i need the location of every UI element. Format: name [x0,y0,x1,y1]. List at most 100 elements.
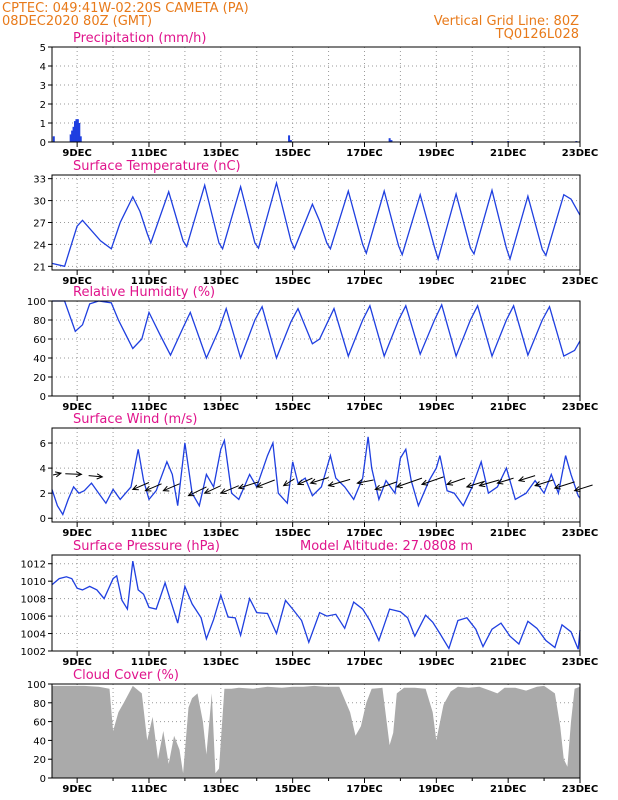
rh-ytick-label: 0 [40,392,46,403]
temp-xtick-label: 13DEC [203,276,239,287]
rh-frame [51,300,581,397]
temp-ytick-label: 21 [33,262,46,273]
wind-arrow [256,479,275,488]
temp-grid [52,175,580,270]
precip-bar [71,130,74,142]
wind-arrow-head [131,484,139,491]
rh-xtick-label: 21DEC [490,402,526,413]
wind-arrow-head [75,471,83,478]
wind-xtick-label: 17DEC [346,528,382,539]
pres-ytick-label: 1012 [21,560,46,571]
wind-arrows [52,471,593,497]
precip-frame [51,46,581,143]
wind-arrow-head [517,476,525,483]
wind-arrow [497,477,514,484]
precip-ytick-label: 2 [40,100,46,111]
wind-arrow [238,481,259,489]
pres-xtick-label: 13DEC [203,657,239,668]
cloud-ytick-label: 60 [33,718,46,729]
wind-arrow-head [465,482,473,489]
cloud-xtick-label: 15DEC [274,784,310,795]
precip-bar [69,134,72,142]
wind-arrow [188,486,207,497]
cloud-ytick-label: 20 [33,755,46,766]
wind-arrow-head [219,488,227,494]
wind-arrow-head [203,488,211,494]
wind-ytick-label: 2 [40,489,46,500]
wind-arrow-head [534,481,542,488]
wind-arrow [446,477,466,485]
wind-arrow-head [96,473,104,480]
wind-xtick-label: 13DEC [203,528,239,539]
temp-line [51,180,581,268]
wind-xtick-label: 19DEC [418,528,454,539]
precip-ytick-label: 5 [40,43,46,54]
panels: Precipitation (mm/h) 0 1 2 3 4 5 9DEC 11DEC 13DEC… [21,31,599,795]
pres-ytick-label: 1008 [21,595,46,606]
wind-xtick-label: 21DEC [490,528,526,539]
wind-title: Surface Wind (m/s) [73,412,197,427]
precip-panel: Precipitation (mm/h) 0 1 2 3 4 5 9DEC 11DEC 13DEC… [40,31,599,159]
wind-arrow [310,477,329,484]
wind-arrow-head [573,486,581,493]
wind-arrow [466,480,485,488]
wind-arrow [297,477,313,485]
precip-xtick-label: 19DEC [418,148,454,159]
temp-xtick-label: 17DEC [346,276,382,287]
cloud-panel: Cloud Cover (%) 0 20 40 60 80 100 9DEC 11DEC 13DE… [27,668,598,795]
header-date: 08DEC2020 80Z (GMT) [2,14,152,29]
precip-bar [390,140,393,142]
precip-bar [388,138,391,142]
wind-xtick-label: 15DEC [274,528,310,539]
precip-bar [289,140,292,142]
wind-arrow-head [282,480,290,487]
precip-ytick-label: 1 [40,119,46,130]
wind-arrow [283,478,295,487]
header-station: CPTEC: 049:41W-02:20S CAMETA (PA) [2,1,249,16]
pres-ytick-label: 1010 [21,577,46,588]
header-model: TQ0126L028 [495,27,579,42]
rh-line [52,300,581,361]
wind-arrow [88,475,103,478]
wind-arrow-head [420,479,428,486]
pres-panel: Surface Pressure (hPa) Model Altitude: 27… [21,539,599,668]
wind-arrow-head [162,485,170,492]
wind-arrow [421,476,444,485]
cloud-ytick-label: 100 [27,680,46,691]
precip-xtick-label: 15DEC [274,148,310,159]
pres-ytick-label: 1006 [21,612,46,623]
wind-arrow-head [309,478,317,485]
precip-ytick-label: 0 [40,138,46,149]
wind-arrow-head [496,478,504,485]
rh-ytick-label: 60 [33,335,46,346]
rh-ytick-label: 80 [33,316,46,327]
pres-ytick-label: 1004 [21,630,46,641]
cloud-xtick-label: 23DEC [562,784,598,795]
precip-bar [79,136,82,142]
temp-xtick-label: 23DEC [562,276,598,287]
wind-arrow [518,475,536,482]
wind-line [51,436,581,516]
precip-bar [78,123,81,142]
rh-ytick-label: 20 [33,373,46,384]
wind-arrow-head [144,485,152,492]
rh-xtick-label: 19DEC [418,402,454,413]
wind-arrow-head [395,482,403,489]
precip-bar [72,126,75,142]
wind-arrow-head [478,481,486,488]
wind-arrow [554,481,575,489]
wind-arrow [145,483,162,492]
rh-ytick-label: 40 [33,354,46,365]
temp-title: Surface Temperature (nC) [73,159,241,174]
temp-xtick-label: 19DEC [418,276,454,287]
wind-arrow-head [187,490,195,497]
wind-arrow-head [327,481,335,488]
cloud-area [52,685,580,778]
pres-line [51,560,581,650]
temp-xtick-label: 11DEC [131,276,167,287]
wind-arrow [204,485,222,494]
precip-bar [52,136,55,142]
wind-grid [52,428,580,522]
pres-xtick-label: 17DEC [346,657,382,668]
